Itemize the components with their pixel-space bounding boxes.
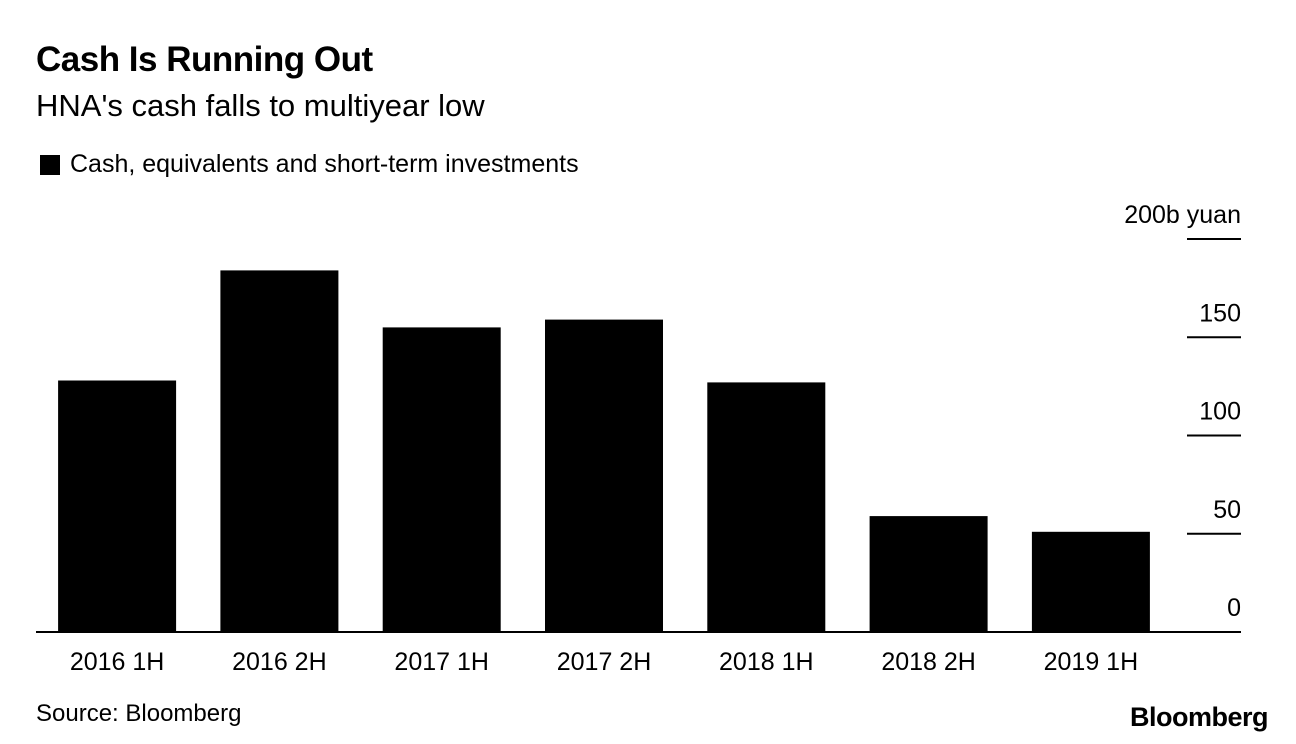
x-tick-label: 2019 1H (1044, 648, 1139, 676)
y-tick-label-0: 0 (1227, 594, 1241, 622)
x-tick-label: 2016 2H (232, 648, 327, 676)
y-tick-label-200: 200b yuan (1124, 201, 1241, 229)
chart-subtitle: HNA's cash falls to multiyear low (36, 88, 485, 123)
legend-swatch (40, 154, 60, 175)
bar-2019-1h (1031, 531, 1150, 632)
bar-2017-1h (382, 327, 501, 632)
x-tick-label: 2017 2H (557, 648, 652, 676)
bloomberg-logo: Bloomberg (1129, 702, 1269, 732)
legend: Cash, equivalents and short-term investm… (40, 150, 579, 179)
y-tick-label-100: 100 (1199, 398, 1241, 426)
bar-2018-1h (707, 382, 826, 632)
legend-label: Cash, equivalents and short-term investm… (70, 150, 579, 178)
bar-2017-2h (545, 319, 663, 632)
x-tick-label: 2017 1H (394, 648, 489, 676)
y-tick-label-50: 50 (1213, 496, 1241, 524)
source-note: Source: Bloomberg (36, 700, 242, 727)
bar-2016-1h (58, 380, 177, 632)
bar-2016-2h (220, 270, 339, 632)
x-tick-label: 2018 2H (881, 648, 976, 676)
x-tick-label: 2018 1H (719, 648, 814, 676)
x-tick-label: 2016 1H (70, 648, 165, 676)
bar-2018-2h (869, 516, 988, 632)
chart-title: Cash Is Running Out (36, 40, 373, 79)
y-tick-label-150: 150 (1199, 299, 1241, 327)
